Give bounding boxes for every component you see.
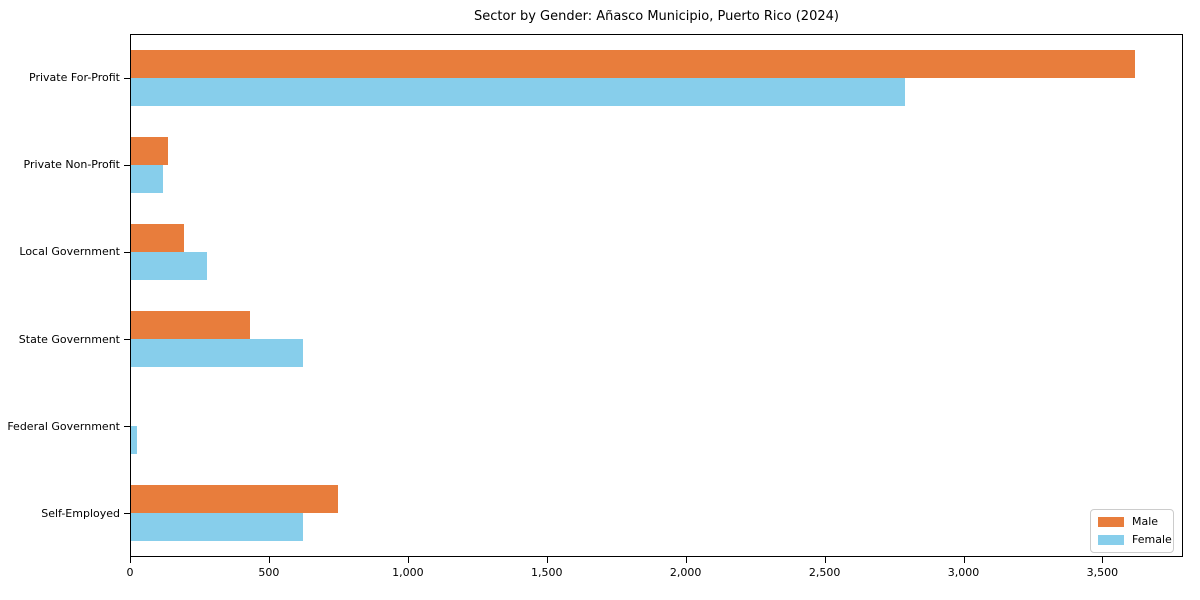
- legend-label-male: Male: [1132, 515, 1159, 528]
- bar-group-private-non-profit: [131, 122, 1182, 209]
- x-tick-mark-1-500: [546, 557, 548, 563]
- y-tick-self-employed: [124, 513, 130, 515]
- bar-male-local-government: [131, 224, 184, 253]
- legend-item-male: Male: [1098, 516, 1166, 528]
- x-tick-mark-1-000: [407, 557, 409, 563]
- legend-item-female: Female: [1098, 534, 1172, 546]
- legend-swatch-male: [1098, 517, 1124, 527]
- bar-female-state-government: [131, 338, 303, 367]
- x-tick-label-500: 500: [258, 566, 280, 579]
- x-tick-mark-500: [268, 557, 270, 563]
- x-tick-mark-3-000: [963, 557, 965, 563]
- legend: Male Female: [1090, 509, 1174, 553]
- bar-male-private-non-profit: [131, 137, 169, 166]
- x-tick-mark-3-500: [1102, 557, 1104, 563]
- x-tick-label-0: 0: [126, 566, 134, 579]
- bar-female-private-non-profit: [131, 165, 164, 194]
- bar-female-self-employed: [131, 512, 303, 541]
- bar-female-federal-government: [131, 425, 138, 454]
- bar-group-federal-government: [131, 382, 1182, 469]
- bar-male-private-for-profit: [131, 50, 1135, 79]
- chart-title: Sector by Gender: Añasco Municipio, Puer…: [474, 9, 839, 24]
- bar-group-self-employed: [131, 469, 1182, 556]
- y-tick-local-government: [124, 251, 130, 253]
- y-label-state-government: State Government: [18, 332, 120, 346]
- bar-female-local-government: [131, 252, 207, 281]
- y-tick-private-non-profit: [124, 164, 130, 166]
- y-label-local-government: Local Government: [19, 245, 120, 259]
- y-label-self-employed: Self-Employed: [41, 506, 120, 520]
- x-tick-label-2-500: 2,500: [808, 566, 841, 579]
- legend-label-female: Female: [1132, 533, 1172, 546]
- bar-group-state-government: [131, 295, 1182, 382]
- x-tick-mark-0: [130, 557, 131, 563]
- x-axis: 0 500 1,000 1,500 2,000 2,500 3,000 3,500: [126, 557, 1183, 597]
- x-tick-label-1-000: 1,000: [392, 566, 424, 579]
- y-tick-private-for-profit: [124, 77, 130, 79]
- y-label-private-for-profit: Private For-Profit: [29, 71, 120, 85]
- x-tick-mark-2-500: [824, 557, 826, 563]
- bar-male-state-government: [131, 310, 250, 339]
- bar-group-local-government: [131, 209, 1182, 296]
- legend-swatch-female: [1098, 535, 1124, 545]
- x-tick-label-3-500: 3,500: [1086, 566, 1119, 579]
- x-tick-label-3-000: 3,000: [947, 566, 980, 579]
- y-tick-federal-government: [124, 426, 130, 428]
- x-tick-label-1-500: 1,500: [531, 566, 563, 579]
- y-label-federal-government: Federal Government: [7, 419, 120, 433]
- y-tick-state-government: [124, 339, 130, 341]
- y-label-private-non-profit: Private Non-Profit: [23, 158, 120, 172]
- x-tick-mark-2-000: [685, 557, 687, 563]
- bar-group-private-for-profit: [131, 35, 1182, 122]
- plot-area: [130, 34, 1183, 557]
- x-tick-label-2-000: 2,000: [669, 566, 702, 579]
- bar-female-private-for-profit: [131, 78, 905, 107]
- bar-male-self-employed: [131, 484, 339, 513]
- y-axis-labels: Private For-Profit Private Non-Profit Loca…: [0, 34, 120, 557]
